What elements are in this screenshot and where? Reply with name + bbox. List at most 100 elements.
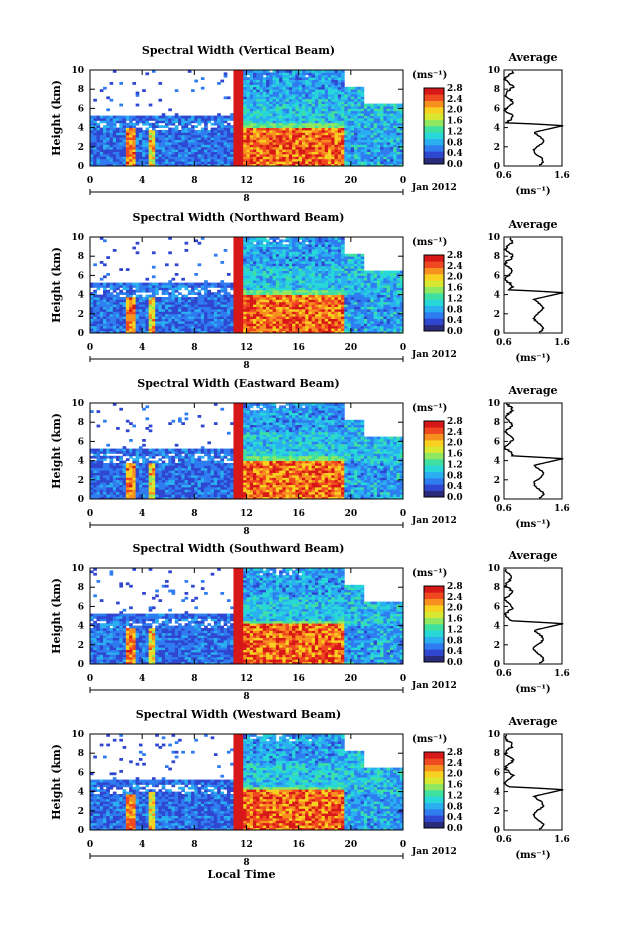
heatmap-cell [243,237,247,240]
heatmap-cell [223,156,228,160]
heatmap-cell [275,287,280,291]
heatmap-cell [96,142,101,145]
heatmap-cell [243,132,247,136]
heatmap-cell [119,318,123,322]
heatmap-cell [161,292,166,295]
heatmap-cell [301,84,306,88]
heatmap-cell [380,142,384,145]
heatmap-cell [256,256,260,259]
heatmap-cell [272,142,277,145]
heatmap-cell [191,325,195,329]
heatmap-cell [331,110,335,114]
heatmap-cell [266,268,270,271]
heatmap-cell [230,151,234,155]
heatmap-cell [285,122,290,126]
heatmap-cell [191,321,195,324]
heatmap-cell [266,84,270,88]
heatmap-cell [197,328,202,331]
heatmap-cell [328,84,332,88]
heatmap-cell [226,137,231,140]
heatmap-cell [243,289,247,293]
heatmap-cell [334,154,339,157]
heatmap-cell [197,118,202,121]
heatmap-cell [96,144,101,148]
heatmap-cell [266,306,270,310]
heatmap-cell [334,137,339,140]
heatmap-cell [243,115,247,119]
heatmap-cell [109,142,114,145]
heatmap-cell [305,137,309,140]
heatmap-cell [253,237,257,240]
heatmap-cell [236,246,241,250]
heatmap-cell [318,241,322,245]
heatmap-cell [253,154,257,157]
heatmap-cell [164,325,169,329]
heatmap-cell [350,139,355,143]
colorbar-frame [423,87,445,165]
heatmap-cell [347,106,352,109]
heatmap-cell [161,304,166,307]
heatmap-cell [181,323,185,327]
heatmap-cell [142,158,146,162]
heatmap-cell [295,72,300,76]
heatmap-cell [259,74,264,78]
heatmap-cell [223,151,228,155]
heatmap-cell [233,120,238,124]
heatmap-cell [285,137,290,140]
heatmap-cell [279,84,283,88]
heatmap-cell [164,134,169,138]
heatmap-cell [125,297,130,300]
heatmap-cell [370,154,375,157]
heatmap-cell [191,127,195,131]
heatmap-cell [389,108,394,112]
heatmap-cell [328,270,332,274]
heatmap-cell [96,306,101,310]
heatmap-cell [301,122,306,126]
heatmap-cell [393,115,397,119]
heatmap-cell [305,265,309,269]
heatmap-cell [341,156,345,160]
heatmap-cell [269,108,273,112]
heatmap-cell [305,285,309,288]
heatmap-cell [314,101,319,104]
heatmap-cell [93,132,97,136]
heatmap-cell [305,70,309,73]
heatmap-cell [125,142,130,145]
heatmap-cell [181,301,185,305]
heatmap-cell [119,115,123,119]
heatmap-cell [311,294,316,298]
heatmap-cell [109,144,114,148]
heatmap-cell [223,301,228,305]
heatmap-cell [171,277,176,281]
heatmap-cell [171,309,176,312]
heatmap-cell [318,106,322,109]
heatmap-cell [129,306,133,310]
heatmap-cell [298,144,303,148]
heatmap-cell [344,103,348,107]
heatmap-cell [367,154,371,157]
heatmap-cell [93,146,97,150]
heatmap-cell [272,251,277,255]
heatmap-cell [256,151,260,155]
heatmap-cell [301,237,306,240]
heatmap-cell [249,282,254,286]
heatmap-cell [275,79,280,83]
heatmap-cell [262,256,267,259]
heatmap-cell [125,132,130,136]
heatmap-cell [246,118,251,121]
heatmap-cell [308,249,313,252]
heatmap-cell [256,325,260,329]
heatmap-cell [272,101,277,104]
heatmap-cell [223,118,228,121]
heatmap-cell [249,158,254,162]
heatmap-cell [279,149,283,152]
heatmap-cell [109,134,114,138]
heatmap-cell [239,86,244,90]
heatmap-cell [256,249,260,252]
heatmap-cell [129,311,133,315]
heatmap-cell [197,139,202,143]
heatmap-cell [239,77,244,80]
heatmap-cell [243,154,247,157]
heatmap-cell [370,118,375,121]
heatmap-cell [347,146,352,150]
